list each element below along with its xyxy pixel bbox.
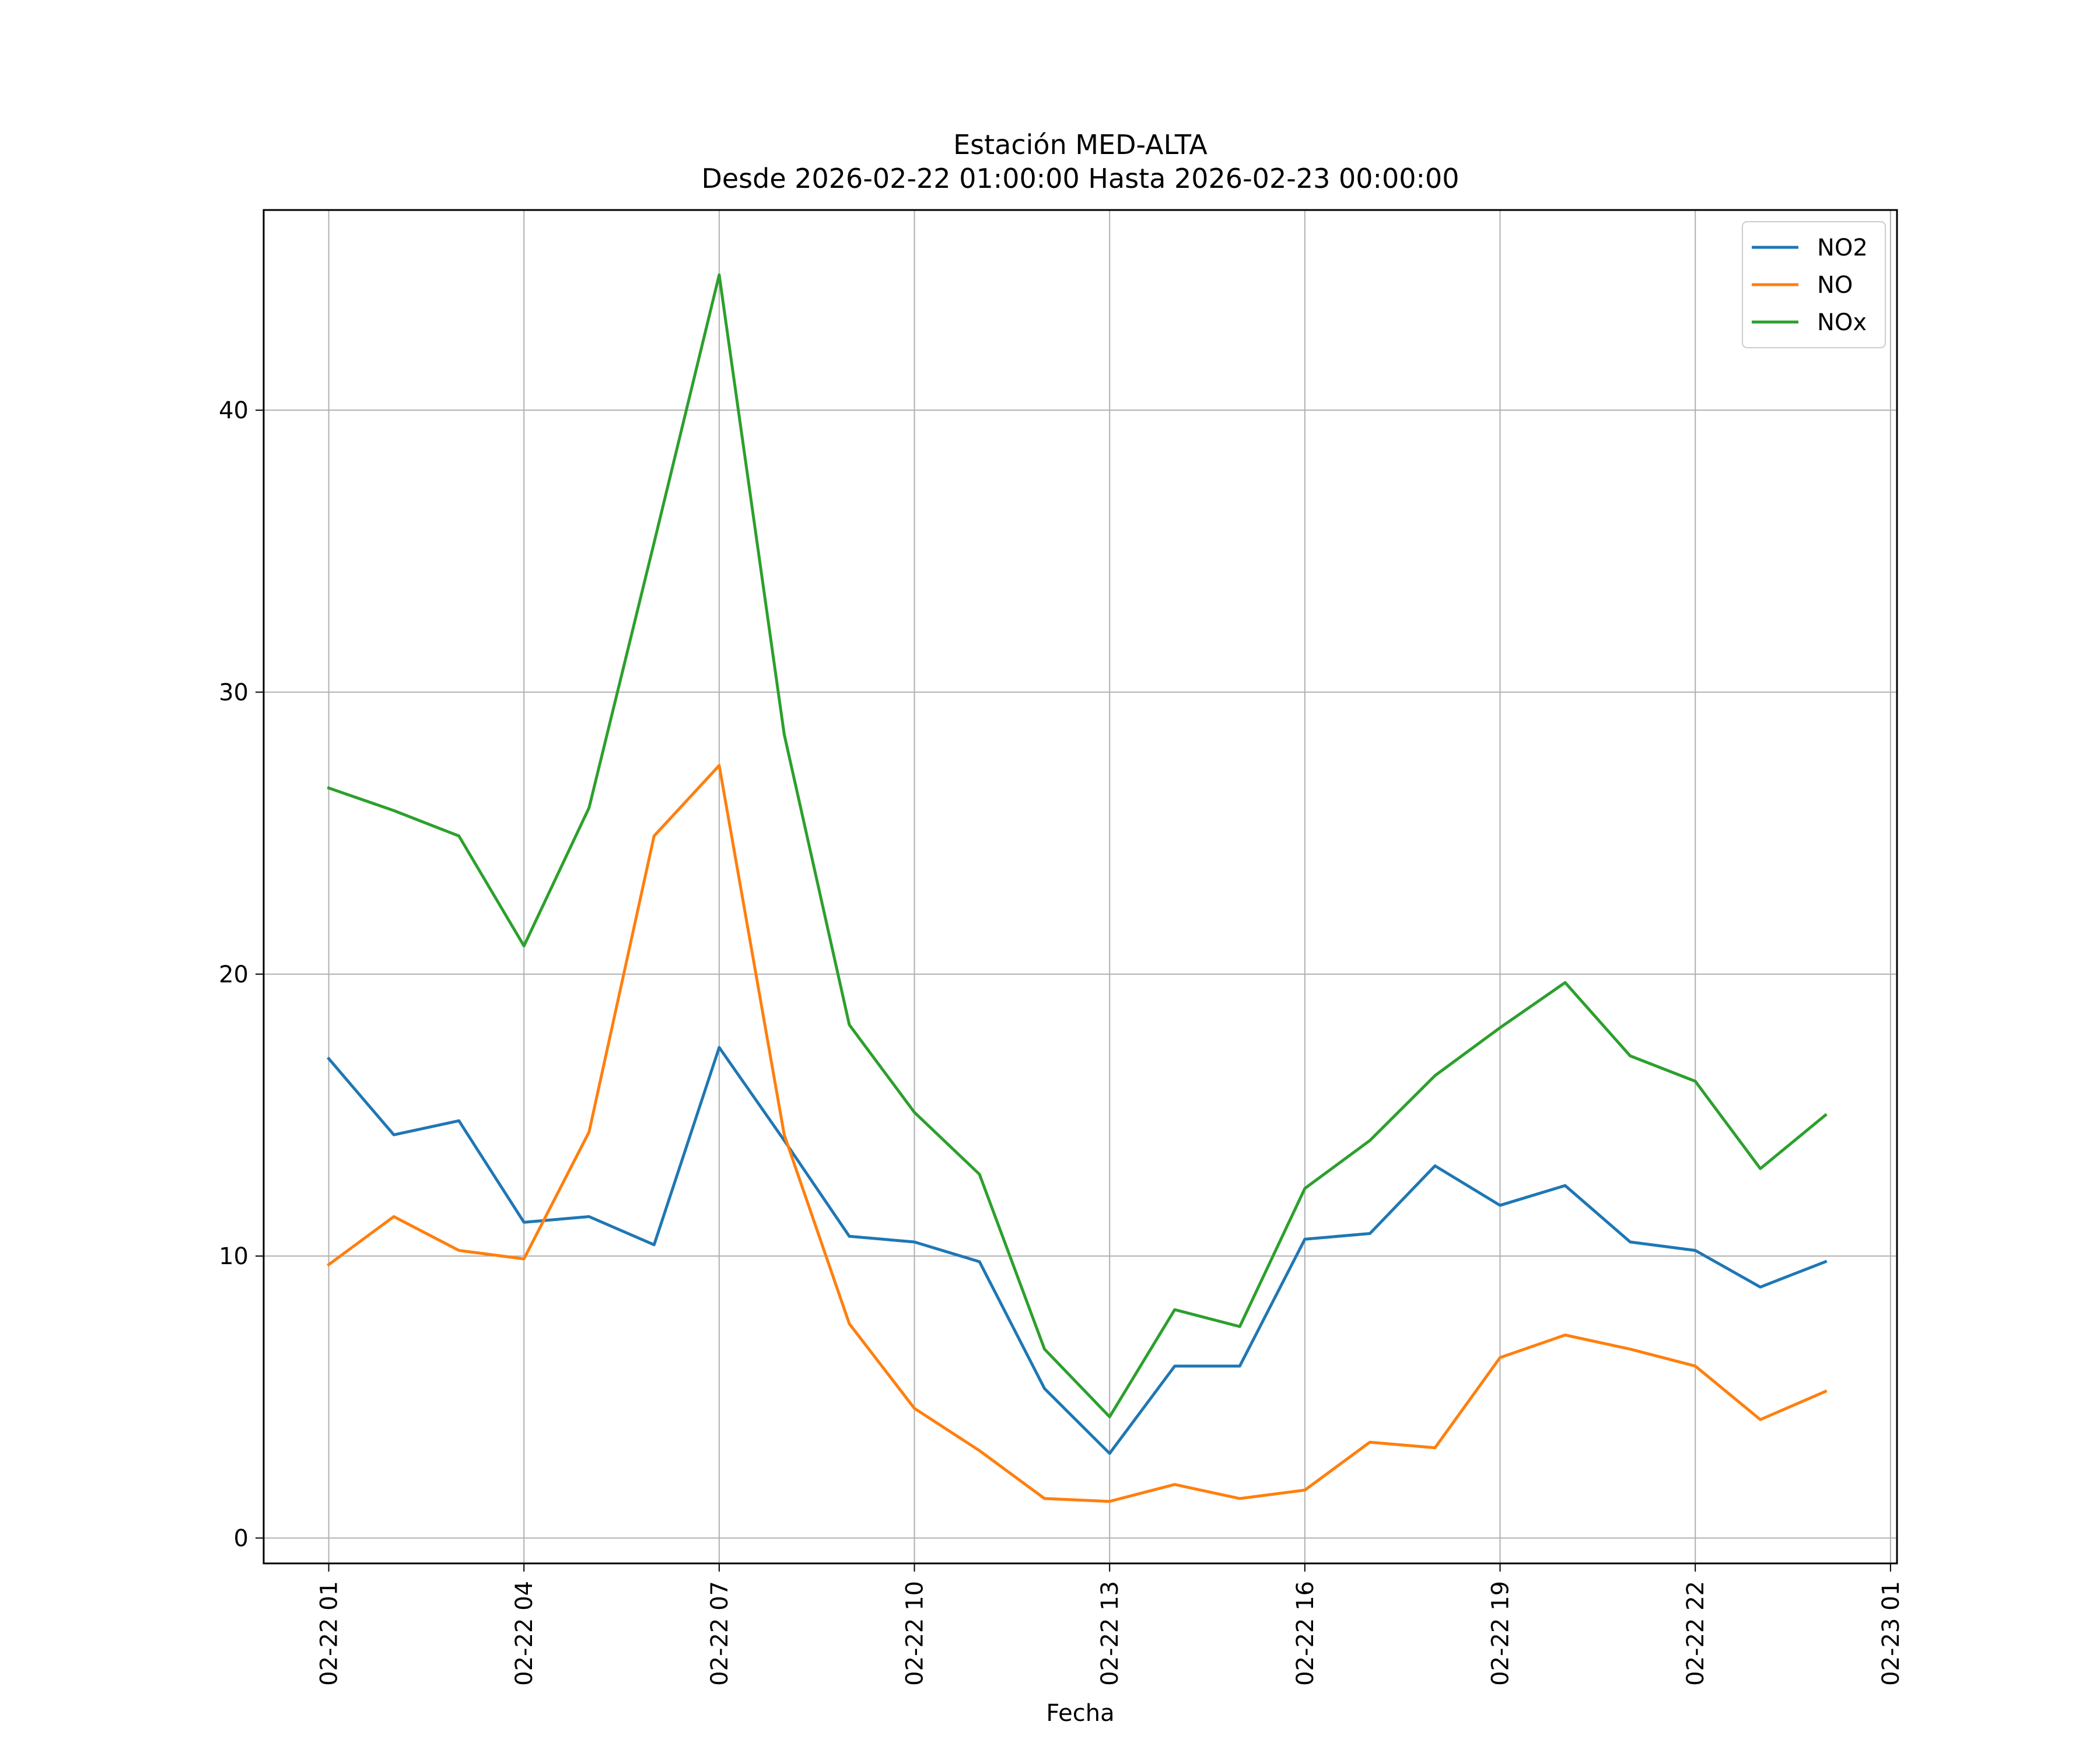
y-tick-label: 30 (219, 680, 249, 706)
x-tick-label: 02-22 13 (1097, 1581, 1124, 1686)
series-line-no (327, 764, 1828, 1503)
y-axis: 0 10 20 30 40 (219, 397, 264, 1552)
x-tick-label: 02-23 01 (1878, 1581, 1905, 1686)
x-axis: 02-22 01 02-22 04 02-22 07 02-22 10 02-22 13… (316, 1563, 1905, 1686)
legend-label-nox: NOx (1817, 309, 1867, 336)
legend-label-no2: NO2 (1817, 235, 1868, 261)
y-tick-label: 10 (219, 1243, 249, 1270)
y-tick-label: 40 (219, 397, 249, 424)
x-tick-label: 02-22 04 (511, 1581, 538, 1686)
legend-label-no: NO (1817, 272, 1853, 299)
grid (264, 210, 1897, 1563)
y-tick-label: 20 (219, 961, 249, 988)
x-tick-label: 02-22 10 (902, 1581, 929, 1686)
x-tick-label: 02-22 01 (316, 1581, 343, 1686)
series-lines (327, 273, 1828, 1503)
legend: NO2 NO NOx (1742, 221, 1886, 348)
series-line-nox (327, 273, 1828, 1419)
x-axis-label: Fecha (1046, 1700, 1114, 1727)
x-tick-label: 02-22 07 (706, 1581, 733, 1686)
plot-frame (262, 209, 1898, 1565)
chart-subtitle: Desde 2026-02-22 01:00:00 Hasta 2026-02-… (701, 163, 1459, 194)
series-line-no2 (327, 1046, 1828, 1455)
x-tick-label: 02-22 22 (1682, 1581, 1709, 1686)
x-tick-label: 02-22 19 (1488, 1581, 1514, 1686)
legend-box (1742, 221, 1886, 348)
y-tick-label: 0 (234, 1525, 249, 1552)
x-tick-label: 02-22 16 (1292, 1581, 1319, 1686)
chart-title: Estación MED-ALTA (953, 129, 1208, 160)
